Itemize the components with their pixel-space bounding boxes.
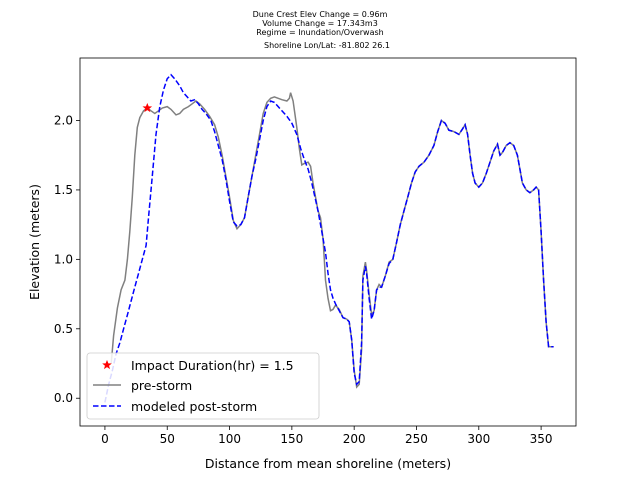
x-tick-label: 50 (160, 432, 175, 446)
x-tick-label: 300 (467, 432, 490, 446)
x-tick-label: 350 (530, 432, 553, 446)
legend-box (86, 352, 320, 420)
x-tick-label: 0 (101, 432, 109, 446)
x-axis-ticks: 0 50 100 150 200 250 300 350 (101, 426, 553, 446)
title-line-1: Dune Crest Elev Change = 0.96m (253, 10, 388, 19)
title-line-2: Volume Change = 17.343m3 (262, 19, 378, 28)
y-tick-label: 0.5 (54, 322, 73, 336)
x-tick-label: 200 (343, 432, 366, 446)
impact-marker-star (142, 103, 153, 113)
y-tick-label: 0.0 (54, 391, 73, 405)
chart-title: Dune Crest Elev Change = 0.96m Volume Ch… (253, 10, 390, 50)
legend: Impact Duration(hr) = 1.5 pre-storm mode… (86, 352, 320, 420)
y-tick-label: 1.0 (54, 252, 73, 266)
y-tick-label: 1.5 (54, 183, 73, 197)
legend-label-modeled-post-storm: modeled post-storm (131, 399, 257, 414)
title-line-3: Regime = Inundation/Overwash (256, 28, 383, 37)
series-layer (104, 73, 554, 403)
series-line-modeled-post-storm (104, 73, 554, 403)
x-axis-label: Distance from mean shoreline (meters) (205, 456, 451, 471)
title-line-4: Shoreline Lon/Lat: -81.802 26.1 (264, 41, 390, 50)
y-axis-label: Elevation (meters) (27, 184, 42, 300)
legend-label-pre-storm: pre-storm (131, 378, 192, 393)
x-tick-label: 100 (218, 432, 241, 446)
legend-marker-star (102, 360, 112, 370)
x-tick-label: 150 (280, 432, 303, 446)
x-tick-label: 250 (405, 432, 428, 446)
y-axis-ticks: 0.0 0.5 1.0 1.5 2.0 (54, 113, 80, 405)
legend-label-impact: Impact Duration(hr) = 1.5 (131, 358, 294, 373)
y-tick-label: 2.0 (54, 113, 73, 127)
axes-frame (79, 57, 577, 427)
